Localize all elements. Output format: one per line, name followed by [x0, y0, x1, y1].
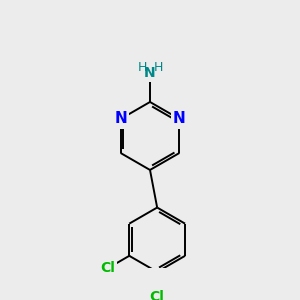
Text: H: H: [153, 61, 163, 74]
Text: N: N: [114, 112, 127, 127]
Text: N: N: [173, 112, 186, 127]
Text: H: H: [137, 61, 147, 74]
Text: Cl: Cl: [100, 261, 115, 275]
Text: N: N: [144, 66, 156, 80]
Text: Cl: Cl: [150, 290, 165, 300]
